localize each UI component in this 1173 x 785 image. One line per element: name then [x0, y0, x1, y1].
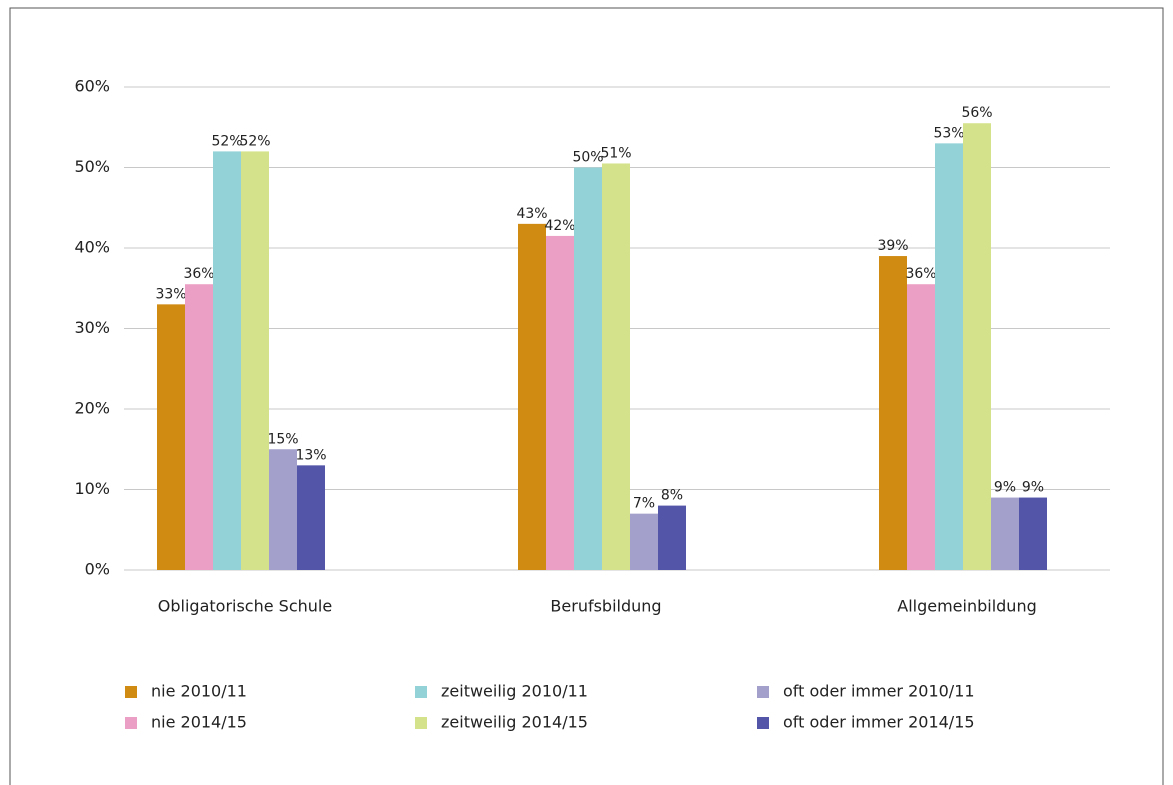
- data-label: 13%: [295, 447, 326, 463]
- bar: [991, 497, 1019, 570]
- data-label: 36%: [905, 266, 936, 282]
- data-label: 50%: [572, 150, 603, 166]
- y-tick-label: 50%: [74, 157, 110, 176]
- y-tick-label: 60%: [74, 77, 110, 96]
- data-label: 43%: [516, 206, 547, 222]
- data-label: 9%: [994, 480, 1016, 496]
- bar: [1019, 497, 1047, 570]
- data-label: 39%: [877, 238, 908, 254]
- bar: [602, 163, 630, 570]
- bar: [935, 143, 963, 570]
- legend-label: nie 2010/11: [151, 682, 247, 701]
- bar: [213, 151, 241, 570]
- bar: [157, 304, 185, 570]
- legend-label: zeitweilig 2010/11: [441, 682, 588, 701]
- legend-swatch: [415, 717, 427, 729]
- legend-swatch: [757, 686, 769, 698]
- bar: [574, 167, 602, 570]
- bar: [297, 465, 325, 570]
- bar: [963, 123, 991, 570]
- bar: [185, 284, 213, 570]
- bar: [630, 513, 658, 570]
- x-tick-label: Obligatorische Schule: [158, 597, 332, 616]
- legend-label: oft oder immer 2010/11: [783, 682, 975, 701]
- bar: [241, 151, 269, 570]
- bar: [546, 235, 574, 571]
- bar: [518, 223, 546, 570]
- bar: [879, 256, 907, 570]
- frame: [9, 7, 1164, 785]
- data-label: 33%: [155, 286, 186, 302]
- x-tick-label: Berufsbildung: [550, 597, 661, 616]
- data-label: 15%: [267, 431, 298, 447]
- data-label: 53%: [933, 125, 964, 141]
- legend-label: nie 2014/15: [151, 713, 247, 732]
- data-label: 36%: [183, 266, 214, 282]
- data-label: 7%: [633, 496, 655, 512]
- data-label: 8%: [661, 488, 683, 504]
- y-tick-label: 10%: [74, 479, 110, 498]
- legend-swatch: [415, 686, 427, 698]
- legend-swatch: [125, 717, 137, 729]
- y-tick-label: 0%: [85, 560, 110, 579]
- data-label: 51%: [600, 145, 631, 161]
- x-tick-label: Allgemeinbildung: [897, 597, 1037, 616]
- data-label: 56%: [961, 105, 992, 121]
- legend-label: oft oder immer 2014/15: [783, 713, 975, 732]
- data-label: 52%: [211, 133, 242, 149]
- legend-swatch: [757, 717, 769, 729]
- bar: [269, 449, 297, 570]
- data-label: 42%: [544, 218, 575, 234]
- y-tick-label: 20%: [74, 399, 110, 418]
- legend-swatch: [125, 686, 137, 698]
- bar: [658, 505, 686, 570]
- data-label: 52%: [239, 133, 270, 149]
- legend-label: zeitweilig 2014/15: [441, 713, 588, 732]
- y-tick-label: 30%: [74, 318, 110, 337]
- y-tick-label: 40%: [74, 238, 110, 257]
- data-label: 9%: [1022, 480, 1044, 496]
- bar: [907, 284, 935, 570]
